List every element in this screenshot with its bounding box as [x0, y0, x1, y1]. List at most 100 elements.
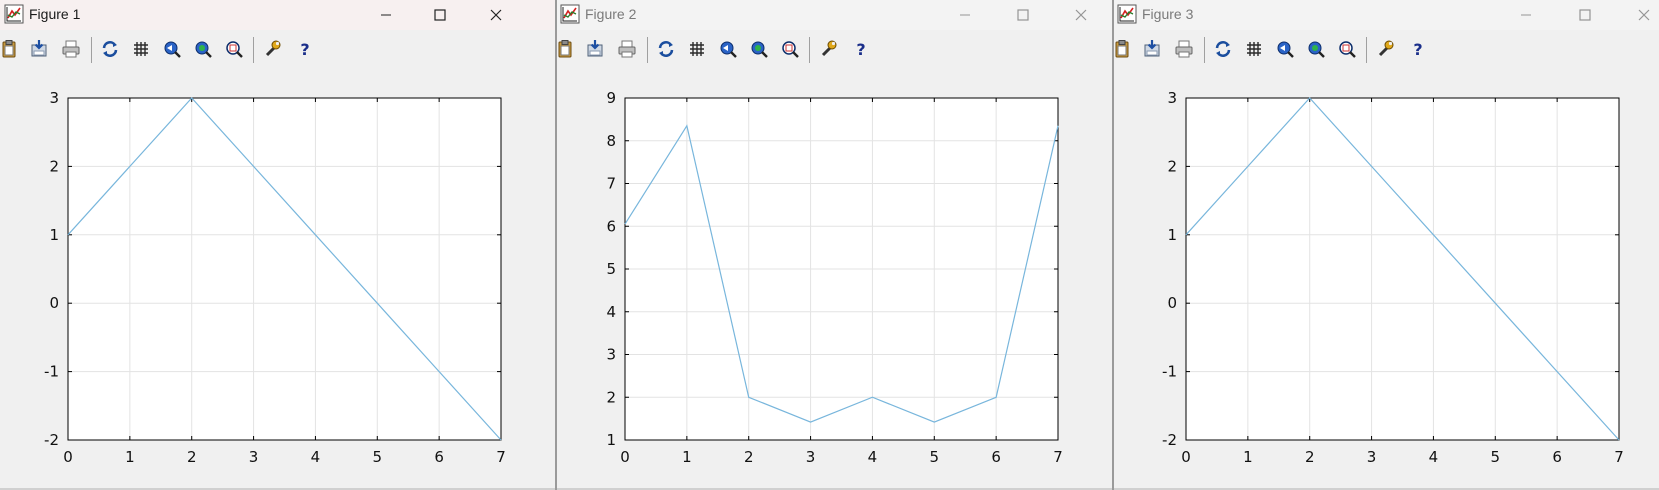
save-figure-icon	[1144, 40, 1160, 57]
x-tick-label: 4	[1429, 448, 1439, 466]
print-icon	[62, 40, 80, 58]
x-tick-label: 2	[187, 448, 197, 466]
save-figure-icon	[587, 40, 603, 57]
x-tick-label: 1	[682, 448, 692, 466]
zoom-autoscale-button[interactable]	[778, 37, 802, 61]
settings-wrench-button[interactable]	[261, 37, 285, 61]
svg-text:?: ?	[856, 40, 865, 59]
y-tick-label: 9	[606, 89, 616, 107]
title-bar[interactable]: Figure 1	[0, 0, 556, 30]
y-tick-label: -2	[1162, 431, 1177, 449]
grid-toggle-icon	[134, 42, 148, 56]
help-button[interactable]: ?	[293, 37, 317, 61]
plot-area	[68, 98, 501, 440]
figure-window-2[interactable]: Figure 2? 0 1 2 3 4 5 6 7 1 2 3 4 5 6 7 8 9	[556, 0, 1113, 490]
app-figure-icon[interactable]	[4, 4, 24, 24]
save-figure-button[interactable]	[584, 37, 608, 61]
x-tick-label: 3	[1367, 448, 1377, 466]
print-button[interactable]	[615, 37, 639, 61]
app-figure-icon[interactable]	[560, 4, 580, 24]
zoom-in-icon	[720, 41, 737, 58]
x-tick-label: 7	[1614, 448, 1624, 466]
print-icon	[618, 40, 636, 58]
settings-wrench-button[interactable]	[817, 37, 841, 61]
zoom-out-button[interactable]	[1304, 37, 1328, 61]
zoom-autoscale-button[interactable]	[222, 37, 246, 61]
zoom-in-icon	[164, 41, 181, 58]
y-tick-label: 1	[606, 431, 616, 449]
x-tick-label: 2	[1305, 448, 1315, 466]
y-tick-label: 4	[606, 303, 616, 321]
close-button[interactable]	[473, 0, 519, 30]
settings-wrench-button[interactable]	[1374, 37, 1398, 61]
minimize-icon	[381, 14, 391, 16]
help-button[interactable]: ?	[1406, 37, 1430, 61]
figure-window-3[interactable]: Figure 3? 0 1 2 3 4 5 6 7 -2 -1 0 1 2 3	[1113, 0, 1659, 490]
copy-clipboard-icon	[1115, 40, 1129, 58]
grid-toggle-button[interactable]	[1242, 37, 1266, 61]
help-button[interactable]: ?	[849, 37, 873, 61]
print-icon	[1175, 40, 1193, 58]
x-tick-label: 1	[1243, 448, 1253, 466]
plot-area	[1186, 98, 1619, 440]
refresh-button[interactable]	[98, 37, 122, 61]
close-button[interactable]	[1621, 0, 1659, 30]
figure-window-1[interactable]: Figure 1? 0 1 2 3 4 5 6 7 -2 -1 0 1 2 3	[0, 0, 556, 490]
y-tick-label: 3	[49, 89, 59, 107]
close-icon	[1638, 9, 1650, 21]
minimize-button[interactable]	[1503, 0, 1549, 30]
axes-box	[1185, 97, 1620, 441]
save-figure-button[interactable]	[28, 37, 52, 61]
close-button[interactable]	[1058, 0, 1104, 30]
toolbar-separator	[647, 37, 648, 63]
title-bar[interactable]: Figure 3	[1113, 0, 1659, 30]
refresh-button[interactable]	[1211, 37, 1235, 61]
copy-clipboard-button[interactable]	[556, 37, 578, 61]
y-tick-label: 2	[49, 157, 59, 175]
print-button[interactable]	[59, 37, 83, 61]
y-tick-label: 2	[1167, 157, 1177, 175]
x-tick-label: 1	[125, 448, 135, 466]
zoom-in-button[interactable]	[716, 37, 740, 61]
toolbar-separator	[91, 37, 92, 63]
save-figure-button[interactable]	[1141, 37, 1165, 61]
maximize-button[interactable]	[1000, 0, 1046, 30]
plot-canvas[interactable]: 0 1 2 3 4 5 6 7 -2 -1 0 1 2 3	[1113, 0, 1659, 490]
y-tick-label: 8	[606, 132, 616, 150]
zoom-in-button[interactable]	[160, 37, 184, 61]
maximize-button[interactable]	[417, 0, 463, 30]
x-tick-label: 0	[1181, 448, 1191, 466]
grid-toggle-button[interactable]	[685, 37, 709, 61]
title-bar[interactable]: Figure 2	[556, 0, 1113, 30]
window-bottom-border	[556, 488, 1113, 490]
plot-canvas[interactable]: 0 1 2 3 4 5 6 7 -2 -1 0 1 2 3	[0, 0, 556, 490]
x-tick-label: 5	[930, 448, 940, 466]
minimize-icon	[1521, 14, 1531, 16]
y-tick-label: 7	[606, 175, 616, 193]
x-tick-label: 7	[496, 448, 506, 466]
grid-toggle-button[interactable]	[129, 37, 153, 61]
grid-toggle-icon	[1247, 42, 1261, 56]
zoom-autoscale-button[interactable]	[1335, 37, 1359, 61]
zoom-autoscale-icon	[782, 41, 799, 58]
x-tick-label: 0	[620, 448, 630, 466]
x-tick-label: 5	[373, 448, 383, 466]
minimize-button[interactable]	[363, 0, 409, 30]
refresh-button[interactable]	[654, 37, 678, 61]
zoom-out-button[interactable]	[191, 37, 215, 61]
svg-text:?: ?	[300, 40, 309, 59]
copy-clipboard-button[interactable]	[1113, 37, 1135, 61]
copy-clipboard-button[interactable]	[0, 37, 22, 61]
maximize-icon	[1579, 9, 1591, 21]
zoom-out-button[interactable]	[747, 37, 771, 61]
minimize-button[interactable]	[942, 0, 988, 30]
print-button[interactable]	[1172, 37, 1196, 61]
figure-toolbar: ?	[0, 33, 556, 67]
y-tick-label: -1	[44, 363, 59, 381]
zoom-in-button[interactable]	[1273, 37, 1297, 61]
maximize-button[interactable]	[1562, 0, 1608, 30]
app-figure-icon[interactable]	[1117, 4, 1137, 24]
toolbar-separator	[1204, 37, 1205, 63]
window-bottom-border	[1113, 488, 1659, 490]
